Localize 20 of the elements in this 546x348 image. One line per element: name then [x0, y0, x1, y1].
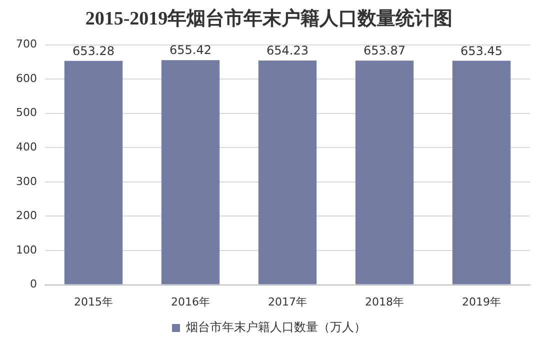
y-tick-label: 200	[16, 209, 37, 222]
data-label: 653.28	[72, 44, 114, 58]
y-tick-label: 600	[16, 72, 37, 85]
data-label: 654.23	[266, 44, 308, 58]
data-label: 655.42	[169, 43, 212, 58]
y-tick-label: 500	[16, 106, 37, 120]
x-tick-label: 2016年	[170, 295, 210, 308]
data-label: 653.87	[364, 44, 406, 58]
chart-title: 2015-2019年烟台市年末户籍人口数量统计图	[85, 7, 453, 30]
x-tick-label: 2019年	[462, 295, 501, 308]
x-tick-label: 2015年	[74, 295, 113, 308]
y-tick-label: 700	[16, 38, 37, 51]
y-tick-label: 300	[16, 174, 37, 188]
x-tick-label: 2018年	[365, 295, 404, 308]
legend-label: 烟台市年末户籍人口数量（万人）	[186, 320, 366, 334]
y-tick-label: 0	[30, 278, 37, 291]
y-tick-label: 100	[16, 243, 37, 256]
y-tick-label: 400	[16, 140, 37, 154]
data-label: 653.45	[460, 44, 502, 58]
x-tick-label: 2017年	[268, 295, 307, 308]
